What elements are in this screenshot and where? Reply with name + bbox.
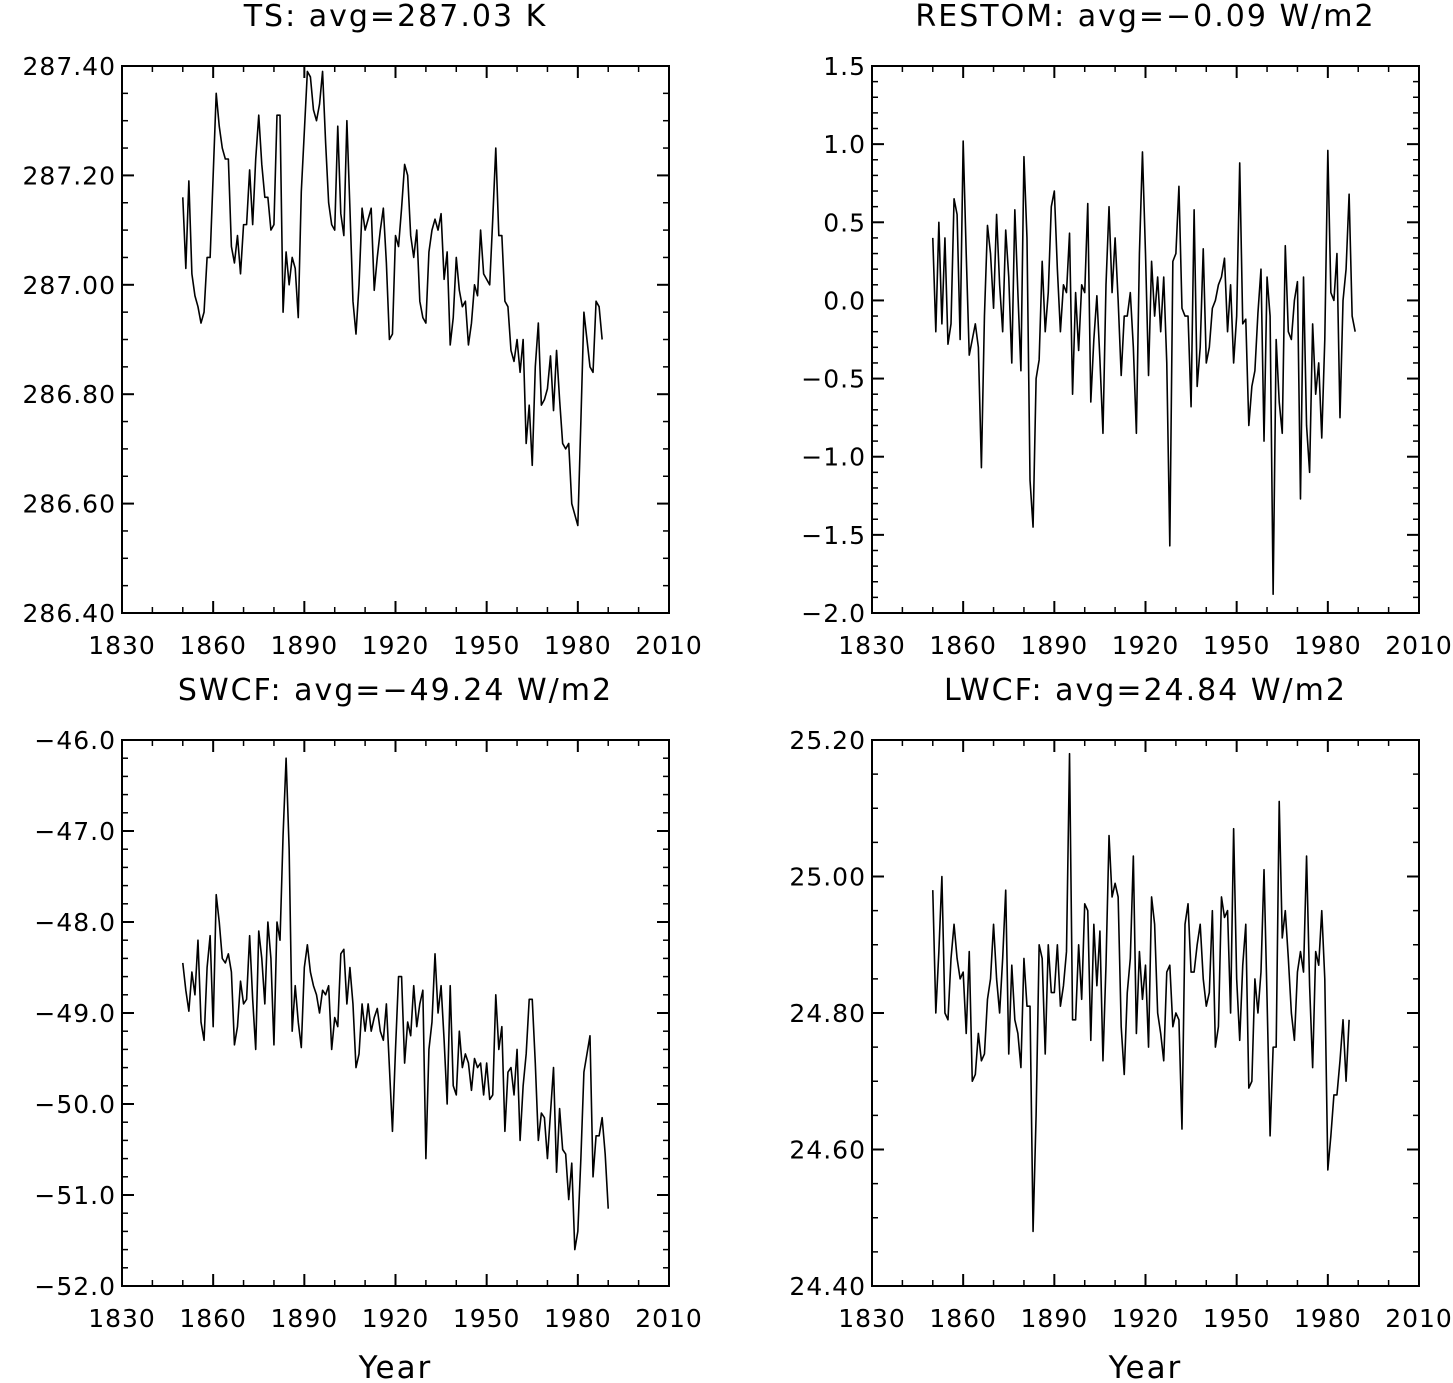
y-tick-label: 287.20: [23, 161, 116, 190]
x-tick-label: 1980: [1294, 631, 1362, 660]
y-tick-label: −51.0: [34, 1181, 116, 1210]
y-tick-label: 24.60: [789, 1136, 866, 1165]
x-tick-label: 1830: [88, 631, 156, 660]
y-tick-label: 286.40: [23, 599, 116, 628]
x-tick-label: 2010: [635, 631, 703, 660]
y-tick-label: 1.5: [823, 52, 866, 81]
x-tick-label: 1830: [88, 1304, 156, 1333]
x-tick-label: 1920: [362, 1304, 430, 1333]
y-tick-label: 24.40: [789, 1272, 866, 1301]
y-tick-label: −50.0: [34, 1090, 116, 1119]
plot-frame-swcf: [121, 739, 670, 1287]
series-line-swcf: [181, 757, 610, 1251]
y-tick-label: 287.00: [23, 271, 116, 300]
y-tick-label: 286.60: [23, 490, 116, 519]
x-tick-label: 1980: [544, 631, 612, 660]
y-tick-label: 1.0: [823, 130, 866, 159]
plot-frame-lwcf: [871, 739, 1420, 1287]
x-tick-label: 1980: [544, 1304, 612, 1333]
x-tick-label: 1860: [929, 631, 997, 660]
x-tick-label: 1920: [1112, 631, 1180, 660]
y-tick-label: −2.0: [801, 599, 866, 628]
x-tick-label: 1950: [1203, 631, 1271, 660]
panel-ts: TS: avg=287.03 K 1830 1860 1890 1920 1950 1980…: [23, 0, 703, 660]
y-tick-label: −47.0: [34, 817, 116, 846]
panel-title-swcf: SWCF: avg=−49.24 W/m2: [178, 673, 613, 708]
x-tick-label: 1950: [1203, 1304, 1271, 1333]
x-tick-label: 1950: [453, 1304, 521, 1333]
x-tick-label: 2010: [635, 1304, 703, 1333]
x-tick-label: 1830: [838, 1304, 906, 1333]
x-tick-label: 1830: [838, 631, 906, 660]
x-tick-label: 1890: [271, 631, 339, 660]
x-tick-label: 1920: [1112, 1304, 1180, 1333]
panel-title-lwcf: LWCF: avg=24.84 W/m2: [944, 673, 1347, 708]
y-tick-label: 286.80: [23, 380, 116, 409]
y-tick-label: −52.0: [34, 1272, 116, 1301]
x-axis-label: Year: [1108, 1350, 1183, 1383]
x-tick-label: 1890: [271, 1304, 339, 1333]
x-tick-label: 2010: [1385, 1304, 1453, 1333]
x-tick-label: 1950: [453, 631, 521, 660]
y-tick-label: 0.5: [823, 208, 866, 237]
y-tick-label: −49.0: [34, 999, 116, 1028]
x-tick-label: 1890: [1021, 631, 1089, 660]
y-tick-label: −1.0: [801, 443, 866, 472]
x-tick-label: 1980: [1294, 1304, 1362, 1333]
y-tick-label: −46.0: [34, 726, 116, 755]
x-axis-label: Year: [358, 1350, 433, 1383]
panel-lwcf: LWCF: avg=24.84 W/m2 1830 1860 1890 1920 1950…: [789, 673, 1453, 1383]
x-tick-label: 1860: [929, 1304, 997, 1333]
y-tick-label: 0.0: [823, 286, 866, 315]
x-tick-label: 1920: [362, 631, 430, 660]
x-tick-label: 2010: [1385, 631, 1453, 660]
y-tick-label: 287.40: [23, 52, 116, 81]
plot-frame-restom: [871, 65, 1420, 614]
y-tick-label: 25.00: [789, 863, 866, 892]
x-tick-label: 1860: [179, 1304, 247, 1333]
y-tick-label: −1.5: [801, 521, 866, 550]
y-tick-label: 25.20: [789, 726, 866, 755]
x-tick-label: 1890: [1021, 1304, 1089, 1333]
y-tick-label: 24.80: [789, 999, 866, 1028]
x-tick-label: 1860: [179, 631, 247, 660]
series-line-ts: [181, 70, 603, 527]
y-tick-label: −0.5: [801, 365, 866, 394]
series-line-restom: [931, 140, 1356, 596]
y-tick-label: −48.0: [34, 908, 116, 937]
panel-restom: RESTOM: avg=−0.09 W/m2 1830 1860 1890 1920 19…: [801, 0, 1453, 660]
panel-swcf: SWCF: avg=−49.24 W/m2 1830 1860 1890 1920 195…: [34, 673, 703, 1383]
series-line-lwcf: [931, 752, 1350, 1233]
panel-title-ts: TS: avg=287.03 K: [243, 0, 548, 34]
panel-title-restom: RESTOM: avg=−0.09 W/m2: [915, 0, 1375, 34]
